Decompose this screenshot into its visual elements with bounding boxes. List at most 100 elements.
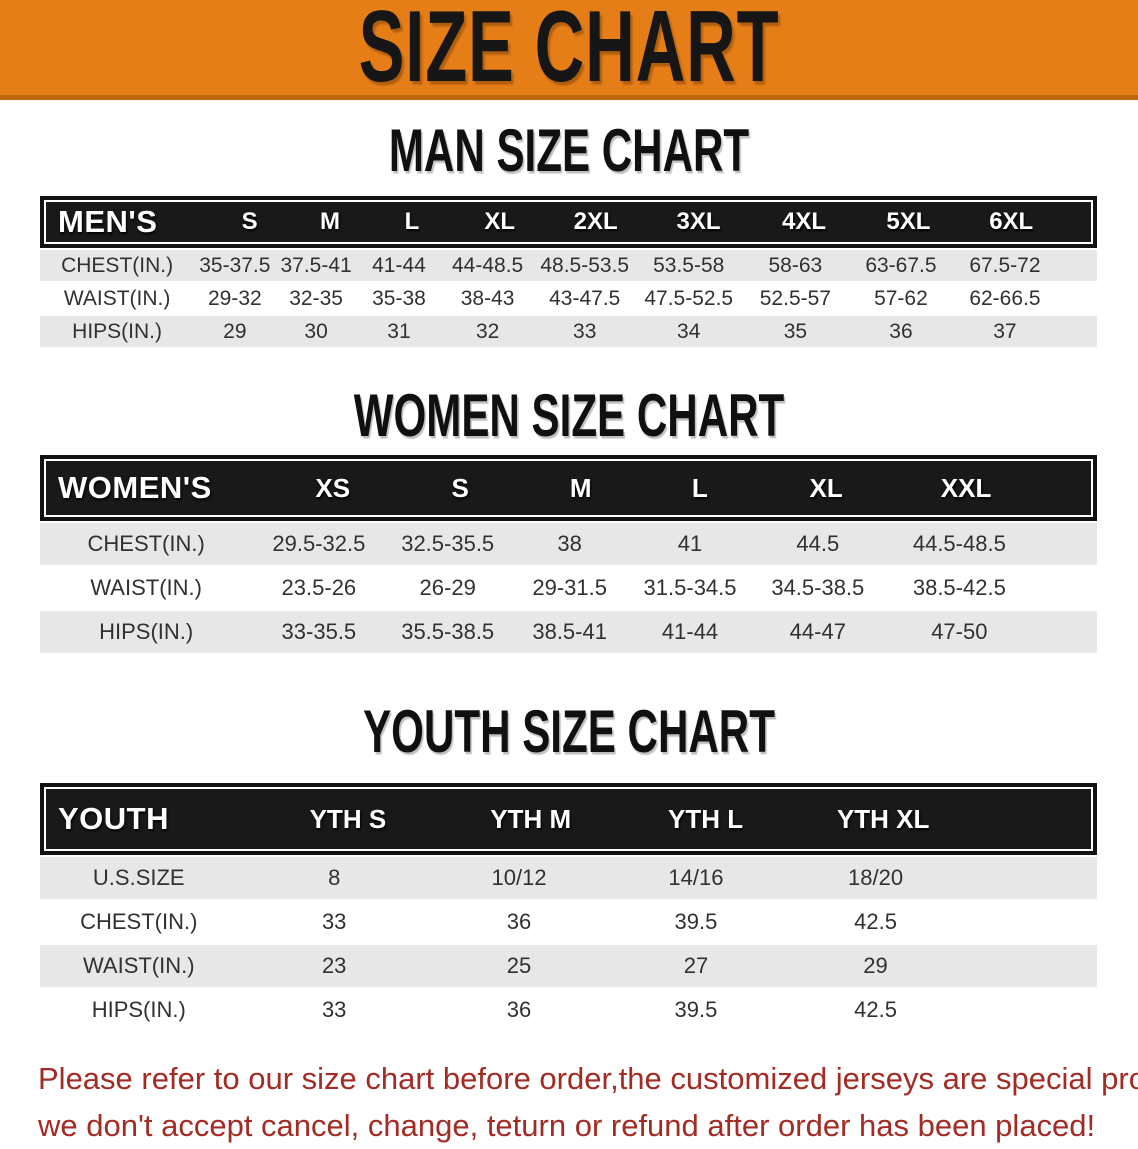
size-value: 35.5-38.5 [385, 609, 510, 655]
table-row: HIPS(IN.) 29 30 31 32 33 34 35 36 37 [40, 314, 1097, 349]
size-value: 33-35.5 [252, 609, 386, 655]
row-spacer [966, 987, 1097, 1033]
table-row: CHEST(IN.) 35-37.5 37.5-41 41-44 44-48.5 48.5… [40, 248, 1097, 283]
size-value: 34 [635, 314, 743, 349]
size-value: 38 [510, 521, 630, 567]
disclaimer-line-2: we don't accept cancel, change, teturn o… [38, 1108, 1096, 1143]
size-value: 38.5-42.5 [884, 565, 1034, 611]
size-value: 41 [629, 521, 751, 567]
size-value: 31 [356, 314, 442, 349]
size-value: 38.5-41 [510, 609, 630, 655]
size-value: 47-50 [884, 609, 1034, 655]
table-header-row: WOMEN'S XS S M L XL XXL [46, 461, 1091, 515]
table-header-bar: YOUTH YTH S YTH M YTH L YTH XL [40, 783, 1097, 855]
size-value: 42.5 [784, 899, 967, 945]
table-header-row: MEN'S S M L XL 2XL 3XL 4XL 5XL 6XL [46, 202, 1091, 242]
size-value: 14/16 [607, 855, 785, 901]
header-spacer [973, 789, 1091, 849]
table-row: U.S.SIZE 8 10/12 14/16 18/20 [40, 855, 1097, 901]
size-value: 33 [237, 987, 431, 1033]
size-value: 33 [237, 899, 431, 945]
size-value: 39.5 [607, 987, 785, 1033]
size-value: 29-31.5 [510, 565, 630, 611]
size-value: 48.5-53.5 [534, 248, 636, 283]
column-header: 4XL [781, 208, 826, 235]
section-heading-text: WOMEN SIZE CHART [353, 382, 785, 450]
size-value: 58-63 [742, 248, 849, 283]
table-group-label: MEN'S [58, 204, 158, 239]
column-header: XXL [940, 472, 992, 503]
section-youth-size-chart: YOUTH SIZE CHART YOUTH YTH S YTH M YTH L YT… [0, 698, 1138, 1033]
size-value: 32-35 [275, 281, 357, 316]
disclaimer-line-1: Please refer to our size chart before or… [38, 1061, 1138, 1096]
table-header-row: YOUTH YTH S YTH M YTH L YTH XL [46, 789, 1091, 849]
size-value: 29 [784, 943, 967, 989]
column-header: S [241, 208, 258, 235]
row-label: CHEST(IN.) [40, 521, 253, 567]
table-row: WAIST(IN.) 29-32 32-35 35-38 38-43 43-47.5 47.… [40, 281, 1097, 316]
table-header-bar: MEN'S S M L XL 2XL 3XL 4XL 5XL 6XL [40, 196, 1097, 248]
column-header: XS [315, 472, 351, 503]
size-value: 31.5-34.5 [629, 565, 751, 611]
size-value: 44.5-48.5 [884, 521, 1034, 567]
size-value: 41-44 [356, 248, 442, 283]
size-table-body: U.S.SIZE 8 10/12 14/16 18/20 CHEST(IN.) 33 36 39… [40, 855, 1097, 1033]
size-value: 32.5-35.5 [385, 521, 510, 567]
row-spacer [1056, 248, 1097, 283]
row-spacer [1033, 521, 1097, 567]
table-row: CHEST(IN.) 29.5-32.5 32.5-35.5 38 41 44.5 44.5… [40, 521, 1097, 567]
row-spacer [966, 943, 1097, 989]
size-value: 23 [237, 943, 431, 989]
size-value: 35-38 [356, 281, 442, 316]
table-group-label: WOMEN'S [58, 470, 212, 505]
row-label: HIPS(IN.) [40, 609, 253, 655]
column-header: XL [484, 208, 515, 235]
row-label: CHEST(IN.) [40, 248, 195, 283]
column-header: YTH M [490, 803, 572, 834]
row-spacer [1056, 314, 1097, 349]
size-value: 27 [607, 943, 785, 989]
size-value: 36 [430, 899, 608, 945]
section-heading: YOUTH SIZE CHART [0, 698, 1138, 765]
row-label: U.S.SIZE [40, 855, 238, 901]
header-spacer [1040, 461, 1091, 515]
size-value: 63-67.5 [848, 248, 954, 283]
row-label: HIPS(IN.) [40, 987, 238, 1033]
size-value: 8 [237, 855, 431, 901]
size-value: 34.5-38.5 [750, 565, 885, 611]
size-value: 37.5-41 [275, 248, 357, 283]
size-table-body: CHEST(IN.) 29.5-32.5 32.5-35.5 38 41 44.5 44.5… [40, 521, 1097, 655]
size-value: 33 [534, 314, 636, 349]
column-header: YTH S [309, 803, 387, 834]
womens-size-table: WOMEN'S XS S M L XL XXL CHEST(IN.) 29.5-32.5 32… [40, 455, 1097, 655]
header-spacer [1062, 202, 1091, 242]
size-value: 53.5-58 [635, 248, 743, 283]
size-chart-banner: SIZE CHART [0, 0, 1138, 104]
section-heading: WOMEN SIZE CHART [0, 382, 1138, 449]
row-label: WAIST(IN.) [40, 943, 238, 989]
size-value: 29-32 [194, 281, 276, 316]
section-women-size-chart: WOMEN SIZE CHART WOMEN'S XS S M L XL XXL CHES… [0, 382, 1138, 655]
column-header: 6XL [989, 208, 1034, 235]
size-value: 26-29 [385, 565, 510, 611]
size-value: 42.5 [784, 987, 967, 1033]
size-value: 57-62 [848, 281, 954, 316]
column-header: XL [809, 472, 843, 503]
size-value: 35-37.5 [194, 248, 276, 283]
table-row: WAIST(IN.) 23.5-26 26-29 29-31.5 31.5-34.5 34… [40, 565, 1097, 611]
size-value: 52.5-57 [742, 281, 849, 316]
column-header: 2XL [573, 208, 618, 235]
size-value: 39.5 [607, 899, 785, 945]
column-header: 3XL [676, 208, 721, 235]
size-value: 44.5 [750, 521, 885, 567]
size-value: 23.5-26 [252, 565, 386, 611]
size-value: 29 [194, 314, 276, 349]
size-value: 32 [441, 314, 535, 349]
column-header: L [404, 208, 420, 235]
size-value: 30 [275, 314, 357, 349]
size-value: 62-66.5 [953, 281, 1057, 316]
mens-size-table: MEN'S S M L XL 2XL 3XL 4XL 5XL 6XL CHEST(IN.) 35-… [40, 196, 1097, 349]
column-header: M [569, 472, 592, 503]
size-value: 38-43 [441, 281, 535, 316]
row-spacer [1033, 565, 1097, 611]
